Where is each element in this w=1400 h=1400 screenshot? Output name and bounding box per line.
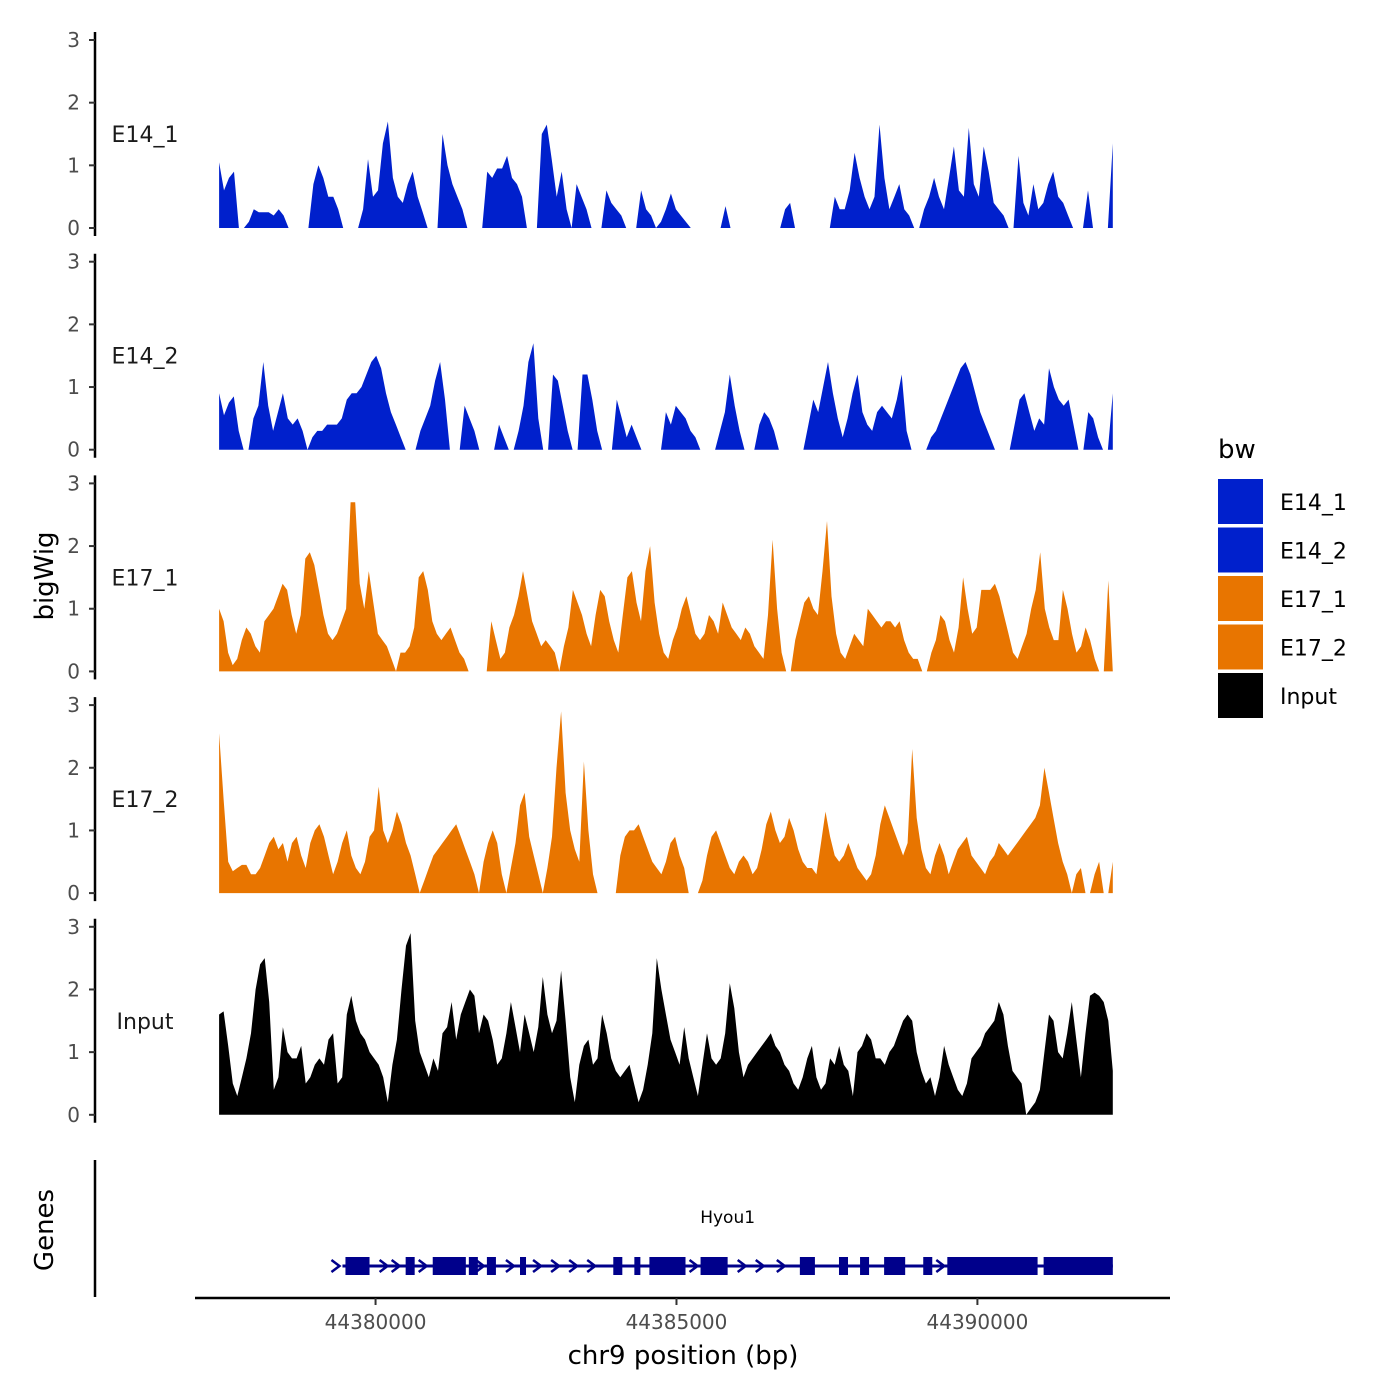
gene-strand-arrow xyxy=(475,1259,486,1273)
gene-exon xyxy=(468,1257,478,1275)
gene-exon xyxy=(520,1257,527,1275)
gene-exon xyxy=(799,1257,815,1275)
y-tick-label: 2 xyxy=(67,534,80,558)
gene-strand-arrow xyxy=(505,1259,517,1273)
gene-strand-arrow xyxy=(776,1259,787,1273)
y-tick-label: 3 xyxy=(67,250,80,274)
track-label: E17_1 xyxy=(112,566,179,591)
genes-track: Hyou1 xyxy=(93,1160,1113,1297)
track-area-E17_1 xyxy=(219,502,1113,672)
gene-exon xyxy=(838,1257,849,1275)
y-tick-label: 1 xyxy=(67,597,80,621)
track-area-E17_2 xyxy=(219,711,1113,894)
gene-exon xyxy=(613,1257,623,1275)
gene-strand-arrow xyxy=(935,1259,947,1273)
y-tick-label: 3 xyxy=(67,693,80,717)
gene-strand-arrow xyxy=(390,1259,402,1273)
gene-exon xyxy=(634,1257,641,1275)
gene-strand-arrow xyxy=(754,1259,766,1273)
gene-exon xyxy=(884,1257,906,1275)
gene-name-label: Hyou1 xyxy=(700,1208,755,1228)
gene-strand-arrow xyxy=(417,1259,429,1273)
y-tick-label: 0 xyxy=(67,659,80,683)
legend-swatch-Input xyxy=(1218,673,1263,718)
gene-exon xyxy=(947,1257,1038,1275)
gene-strand-arrow xyxy=(330,1259,342,1273)
y-tick-label: 0 xyxy=(67,438,80,462)
y-axis-title: bigWig xyxy=(30,531,60,620)
gene-strand-arrow xyxy=(688,1259,700,1273)
gene-strand-arrow xyxy=(532,1259,544,1273)
track-label: E14_1 xyxy=(112,123,179,148)
y-tick-label: 1 xyxy=(67,1040,80,1064)
y-tick-label: 1 xyxy=(67,375,80,399)
x-tick-label: 44385000 xyxy=(626,1310,728,1334)
gene-strand-arrow xyxy=(568,1259,580,1273)
gene-exon xyxy=(405,1257,415,1275)
legend-label-Input: Input xyxy=(1280,685,1337,710)
legend-label-E17_1: E17_1 xyxy=(1280,588,1347,613)
y-tick-label: 3 xyxy=(67,28,80,52)
legend-swatch-E14_2 xyxy=(1218,527,1263,573)
legend-label-E14_2: E14_2 xyxy=(1280,540,1347,565)
track-E14_2: 0 1 2 3 E14_2 xyxy=(67,250,1113,462)
x-tick-label: 44380000 xyxy=(325,1310,427,1334)
y-tick-label: 3 xyxy=(67,915,80,939)
track-label: E14_2 xyxy=(112,345,179,370)
legend-label-E17_2: E17_2 xyxy=(1280,637,1347,662)
legend-swatch-E17_1 xyxy=(1218,576,1263,621)
gene-exon xyxy=(649,1257,686,1275)
gene-strand-arrow xyxy=(550,1259,562,1273)
gene-strand-arrow xyxy=(736,1259,748,1273)
y-tick-label: 0 xyxy=(67,216,80,240)
legend: bw E14_1 E14_2 E17_1 E17_2 Input xyxy=(1218,435,1347,718)
y-tick-label: 1 xyxy=(67,818,80,842)
track-area-E14_1 xyxy=(219,121,1113,228)
y-tick-label: 2 xyxy=(67,977,80,1001)
gene-strand-arrow xyxy=(586,1259,598,1273)
track-E17_1: 0 1 2 3 E17_1 xyxy=(67,471,1113,683)
y-tick-label: 2 xyxy=(67,91,80,115)
y-tick-label: 2 xyxy=(67,756,80,780)
x-tick-label: 44390000 xyxy=(927,1310,1029,1334)
track-E17_2: 0 1 2 3 E17_2 xyxy=(67,693,1113,905)
y-tick-label: 0 xyxy=(67,881,80,905)
y-tick-label: 2 xyxy=(67,312,80,336)
y-tick-label: 0 xyxy=(67,1103,80,1127)
track-area-E14_2 xyxy=(219,343,1113,450)
gene-exon xyxy=(860,1257,870,1275)
x-axis-title: chr9 position (bp) xyxy=(568,1341,799,1371)
legend-swatch-E14_1 xyxy=(1218,479,1263,524)
gene-exon xyxy=(1043,1257,1113,1275)
legend-swatch-E17_2 xyxy=(1218,624,1263,670)
y-tick-label: 1 xyxy=(67,153,80,177)
track-E14_1: 0 1 2 3 E14_1 xyxy=(67,28,1113,240)
gene-exon xyxy=(486,1257,496,1275)
track-label: Input xyxy=(117,1010,174,1035)
gene-strand-arrow xyxy=(378,1259,390,1273)
track-label: E17_2 xyxy=(112,788,179,813)
legend-title: bw xyxy=(1218,435,1256,465)
tracks-layer: 0 1 2 3 E14_1 0 1 2 3 E14_2 0 1 2 3 E17_1 0 1 2 3 E17_2 0 1 2 3… xyxy=(67,28,1113,1127)
gene-exon xyxy=(432,1257,466,1275)
x-axis: 44380000 44385000 44390000 xyxy=(195,1296,1170,1334)
legend-label-E14_1: E14_1 xyxy=(1280,491,1347,516)
gene-exon xyxy=(923,1257,933,1275)
track-Input: 0 1 2 3 Input xyxy=(67,915,1113,1127)
genes-track-title: Genes xyxy=(30,1189,60,1271)
track-area-Input xyxy=(219,933,1113,1115)
gene-exon xyxy=(700,1257,728,1275)
gene-exon xyxy=(345,1257,370,1275)
y-tick-label: 3 xyxy=(67,471,80,495)
